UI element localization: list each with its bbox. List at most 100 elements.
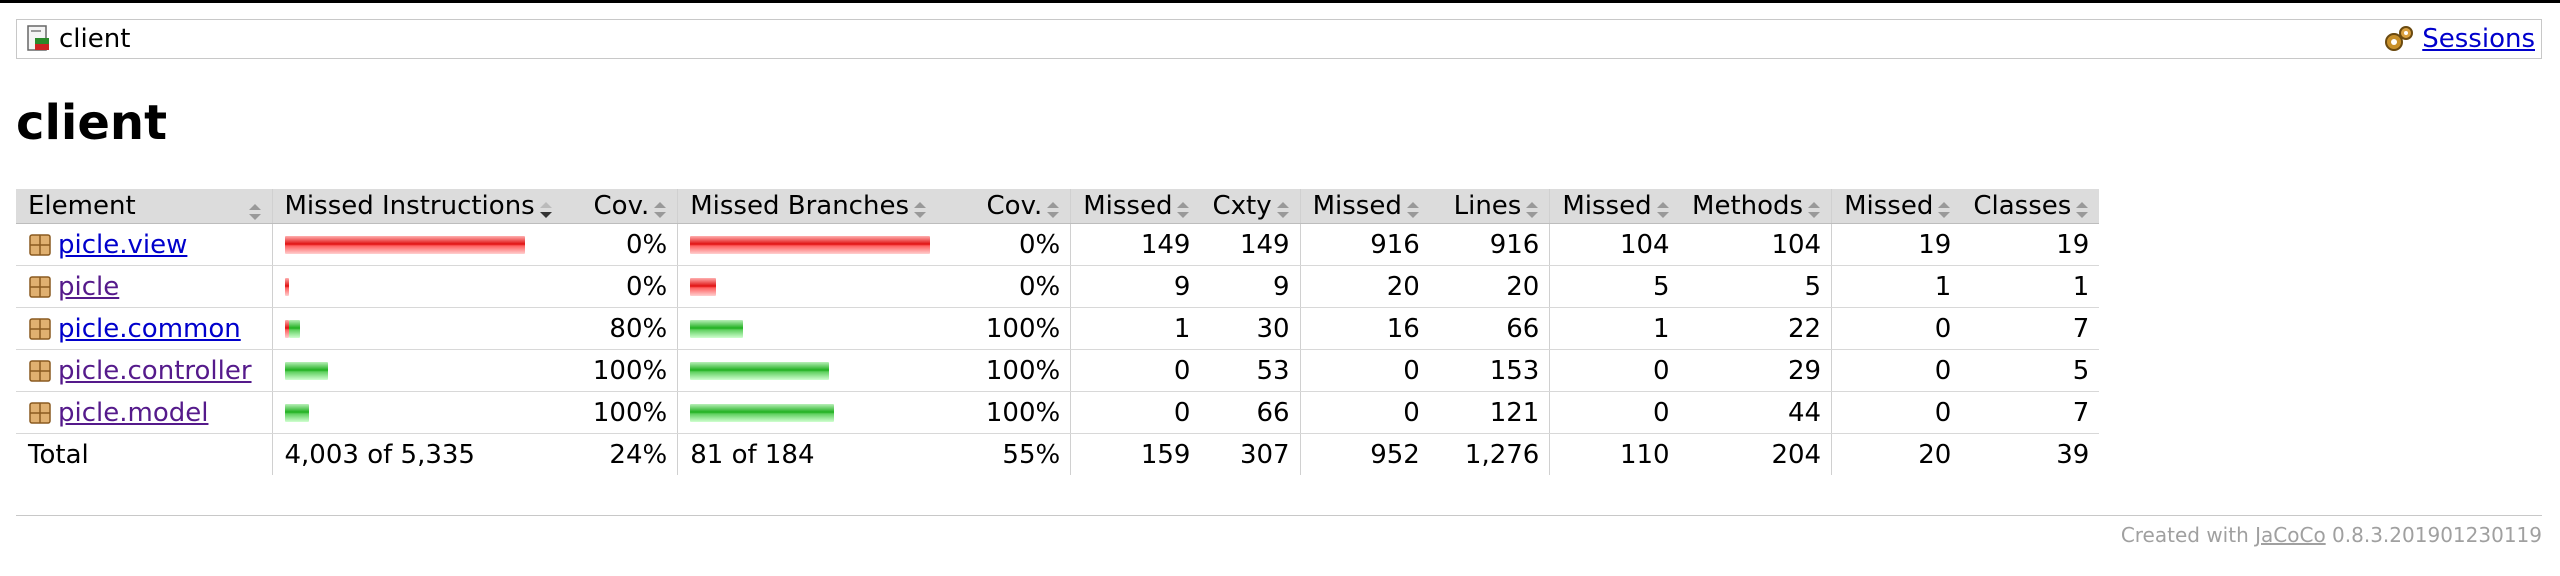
missed-bar (690, 235, 931, 254)
cxty: 149 (1200, 223, 1301, 266)
missed-branches-bar (677, 391, 956, 434)
missed-methods: 104 (1549, 223, 1680, 266)
missed-bar (284, 235, 525, 254)
header-lines[interactable]: Lines (1429, 189, 1550, 224)
cxty: 9 (1200, 265, 1301, 308)
methods: 44 (1679, 391, 1832, 434)
missed-instructions-bar (271, 349, 563, 392)
sort-icon (1937, 197, 1951, 218)
header-methods[interactable]: Methods (1679, 189, 1832, 224)
missed-cxty: 9 (1070, 265, 1201, 308)
missed-instructions-bar (271, 391, 563, 434)
package-link[interactable]: picle.model (58, 397, 209, 428)
total-lines: 1,276 (1464, 439, 1540, 470)
missed-instructions-bar (271, 223, 563, 266)
breadcrumb-current: client (59, 24, 131, 54)
total-row: Total 4,003 of 5,335 24% 81 of 184 55% 1… (16, 433, 2099, 475)
package-link[interactable]: picle.view (58, 229, 188, 260)
instr-cov: 80% (562, 307, 678, 350)
methods: 5 (1679, 265, 1832, 308)
package-icon (28, 233, 52, 257)
missed-lines: 916 (1299, 223, 1430, 266)
total-missed-lines: 952 (1299, 433, 1430, 475)
footer-prefix: Created with (2120, 523, 2249, 547)
header-element[interactable]: Element (16, 189, 272, 224)
lines: 916 (1429, 223, 1550, 266)
missed-lines: 16 (1299, 307, 1430, 350)
header-missed-branches[interactable]: Missed Branches (677, 189, 956, 224)
covered-bar (284, 403, 309, 422)
missed-lines: 20 (1299, 265, 1430, 308)
package-link[interactable]: picle (58, 271, 120, 302)
breadcrumb: client Sessions (16, 19, 2542, 59)
footer: Created with JaCoCo 0.8.3.201901230119 (2121, 523, 2542, 547)
header-missed-cxty[interactable]: Missed (1070, 189, 1201, 224)
missed-branches-bar (677, 223, 956, 266)
missed-cxty: 0 (1070, 349, 1201, 392)
missed-cxty: 1 (1070, 307, 1201, 350)
table-header-row: Element Missed Instructions Cov. Missed … (16, 189, 2100, 224)
header-classes[interactable]: Classes (1961, 189, 2100, 224)
cxty: 66 (1200, 391, 1301, 434)
classes: 19 (1961, 223, 2100, 266)
sort-icon (1656, 197, 1670, 218)
missed-bar (284, 277, 289, 296)
table-body: picle.view 0% 0% 149 149 916 916 104 104 19 19 picl… (16, 223, 2100, 434)
lines: 153 (1429, 349, 1550, 392)
sessions-link[interactable]: Sessions (2422, 24, 2535, 54)
total-classes: 39 (2056, 439, 2090, 470)
package-icon (28, 317, 52, 341)
element-cell: picle.model (16, 391, 272, 434)
element-cell: picle.controller (16, 349, 272, 392)
sessions-gear-icon (2382, 24, 2416, 54)
package-link[interactable]: picle.controller (58, 355, 252, 386)
total-methods: 204 (1771, 439, 1822, 470)
classes: 5 (1961, 349, 2100, 392)
header-cov-branches[interactable]: Cov. (955, 189, 1071, 224)
header-missed-instructions[interactable]: Missed Instructions (271, 189, 563, 224)
report-icon (27, 25, 53, 53)
missed-branches-bar (677, 265, 956, 308)
br-cov: 100% (955, 307, 1071, 350)
covered-bar (288, 319, 300, 338)
package-link[interactable]: picle.common (58, 313, 241, 344)
classes: 7 (1961, 307, 2100, 350)
lines: 66 (1429, 307, 1550, 350)
missed-classes: 0 (1831, 307, 1962, 350)
missed-bar (284, 319, 289, 338)
br-cov: 100% (955, 391, 1071, 434)
element-cell: picle (16, 265, 272, 308)
header-missed-methods[interactable]: Missed (1549, 189, 1680, 224)
sort-icon (653, 197, 667, 218)
header-missed-classes[interactable]: Missed (1831, 189, 1962, 224)
cxty: 30 (1200, 307, 1301, 350)
missed-cxty: 149 (1070, 223, 1201, 266)
page-title: client (16, 95, 168, 151)
methods: 29 (1679, 349, 1832, 392)
sort-icon (913, 197, 927, 218)
header-cxty[interactable]: Cxty (1200, 189, 1301, 224)
footer-version: 0.8.3.201901230119 (2332, 523, 2542, 547)
missed-branches-bar (677, 349, 956, 392)
br-cov: 0% (955, 223, 1071, 266)
sort-icon (1046, 197, 1060, 218)
jacoco-link[interactable]: JaCoCo (2255, 523, 2326, 547)
missed-instructions-bar (271, 307, 563, 350)
missed-bar (690, 277, 717, 296)
header-cov-instructions[interactable]: Cov. (562, 189, 678, 224)
header-missed-lines[interactable]: Missed (1299, 189, 1430, 224)
table-row: picle.view 0% 0% 149 149 916 916 104 104 19 19 (16, 223, 2100, 266)
total-cxty: 307 (1239, 439, 1290, 470)
footer-divider (16, 515, 2542, 516)
missed-cxty: 0 (1070, 391, 1201, 434)
missed-classes: 0 (1831, 391, 1962, 434)
table-row: picle 0% 0% 9 9 20 20 5 5 1 1 (16, 265, 2100, 308)
missed-methods: 0 (1549, 391, 1680, 434)
instr-cov: 0% (562, 265, 678, 308)
missed-methods: 1 (1549, 307, 1680, 350)
missed-lines: 0 (1299, 391, 1430, 434)
covered-bar (690, 403, 835, 422)
classes: 7 (1961, 391, 2100, 434)
instr-cov: 0% (562, 223, 678, 266)
lines: 20 (1429, 265, 1550, 308)
